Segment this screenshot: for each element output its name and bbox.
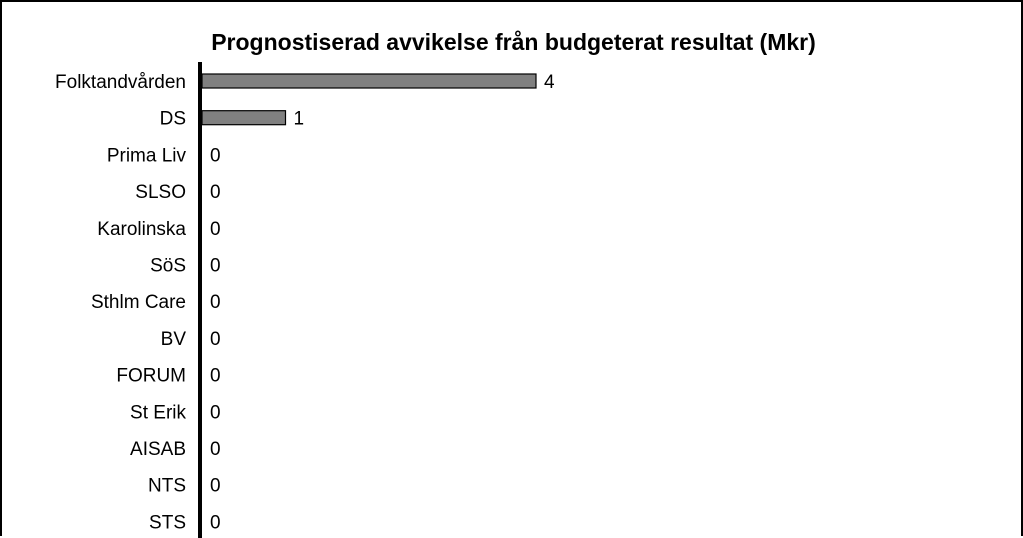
value-label: 0: [210, 256, 221, 277]
category-label: BV: [161, 329, 187, 350]
value-label: 0: [210, 292, 221, 313]
category-label: STS: [149, 512, 186, 533]
bar: [201, 73, 537, 89]
category-label: AISAB: [130, 439, 186, 460]
category-label: NTS: [148, 476, 186, 497]
category-label: Karolinska: [97, 219, 186, 240]
value-label: 4: [544, 72, 555, 93]
category-label: Folktandvården: [55, 72, 186, 93]
value-label: 0: [210, 402, 221, 423]
value-label: 1: [294, 109, 305, 130]
value-label: 0: [210, 182, 221, 203]
value-label: 0: [210, 329, 221, 350]
category-label: SLSO: [135, 182, 186, 203]
category-label: St Erik: [130, 402, 186, 423]
value-label: 0: [210, 366, 221, 387]
bar: [201, 110, 287, 126]
category-label: Sthlm Care: [91, 292, 186, 313]
category-label: DS: [160, 109, 186, 130]
category-label: SöS: [150, 256, 186, 277]
value-label: 0: [210, 476, 221, 497]
value-label: 0: [210, 439, 221, 460]
chart-title: Prognostiserad avvikelse från budgeterat…: [211, 29, 816, 55]
value-label: 0: [210, 145, 221, 166]
value-label: 0: [210, 512, 221, 533]
category-label: Prima Liv: [107, 145, 187, 166]
category-label: FORUM: [116, 366, 186, 387]
value-label: 0: [210, 219, 221, 240]
